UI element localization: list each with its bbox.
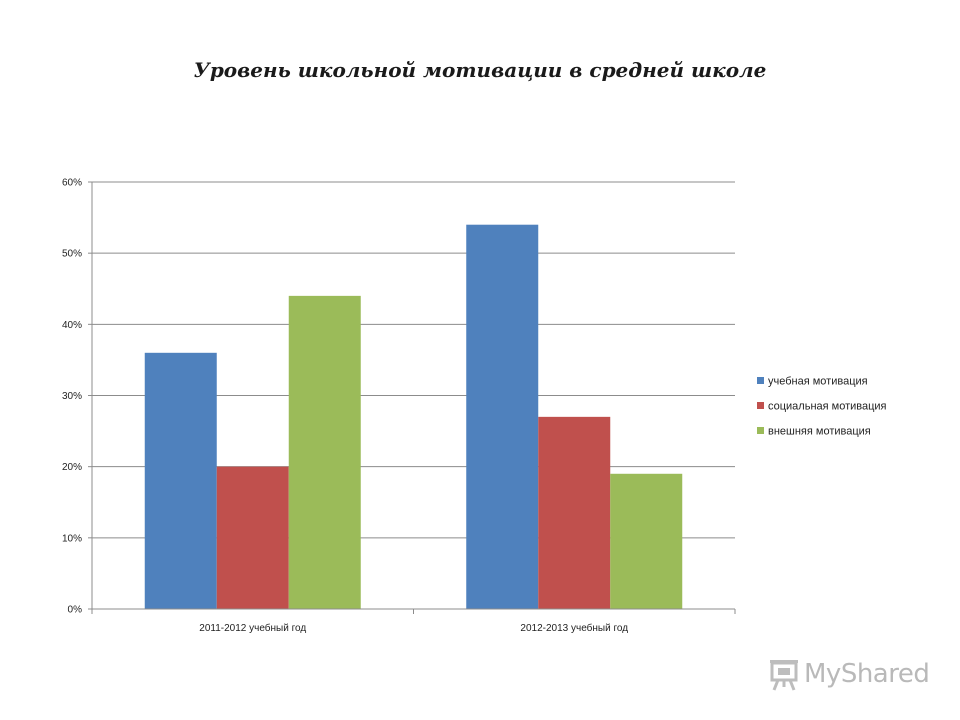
bar [538,416,611,609]
bars [144,224,683,609]
legend-label: внешняя мотивация [768,426,871,438]
projector-screen-icon [770,660,798,691]
legend-swatch [757,402,764,409]
x-axis-labels: 2011-2012 учебный год 2012-2013 учебный г… [199,622,628,634]
x-category-label: 2012-2013 учебный год [520,622,628,634]
bar [144,352,217,609]
chart-title: Уровень школьной мотивации в средней шко… [193,58,767,82]
y-tick-label: 60% [62,178,82,189]
watermark-text: MyShared [804,659,930,689]
bar [216,466,289,609]
y-tick-label: 0% [68,605,83,616]
legend-label: социальная мотивация [768,401,887,413]
bar [288,295,361,609]
y-tick-label: 50% [62,249,82,260]
axes [88,181,736,614]
x-category-label: 2011-2012 учебный год [199,622,306,634]
legend-swatch [757,427,764,434]
y-tick-label: 30% [62,391,82,402]
legend-swatch [757,377,764,384]
y-tick-label: 40% [62,320,82,331]
legend: учебная мотивация социальная мотивация вне… [757,376,887,438]
bar [466,224,539,609]
legend-label: учебная мотивация [768,376,868,388]
y-tick-label: 10% [62,533,82,544]
y-tick-label: 20% [62,462,82,473]
y-axis-ticks: 0% 10% 20% 30% 40% 50% 60% [62,178,82,616]
watermark: MyShared [766,655,936,695]
bar [610,473,683,609]
